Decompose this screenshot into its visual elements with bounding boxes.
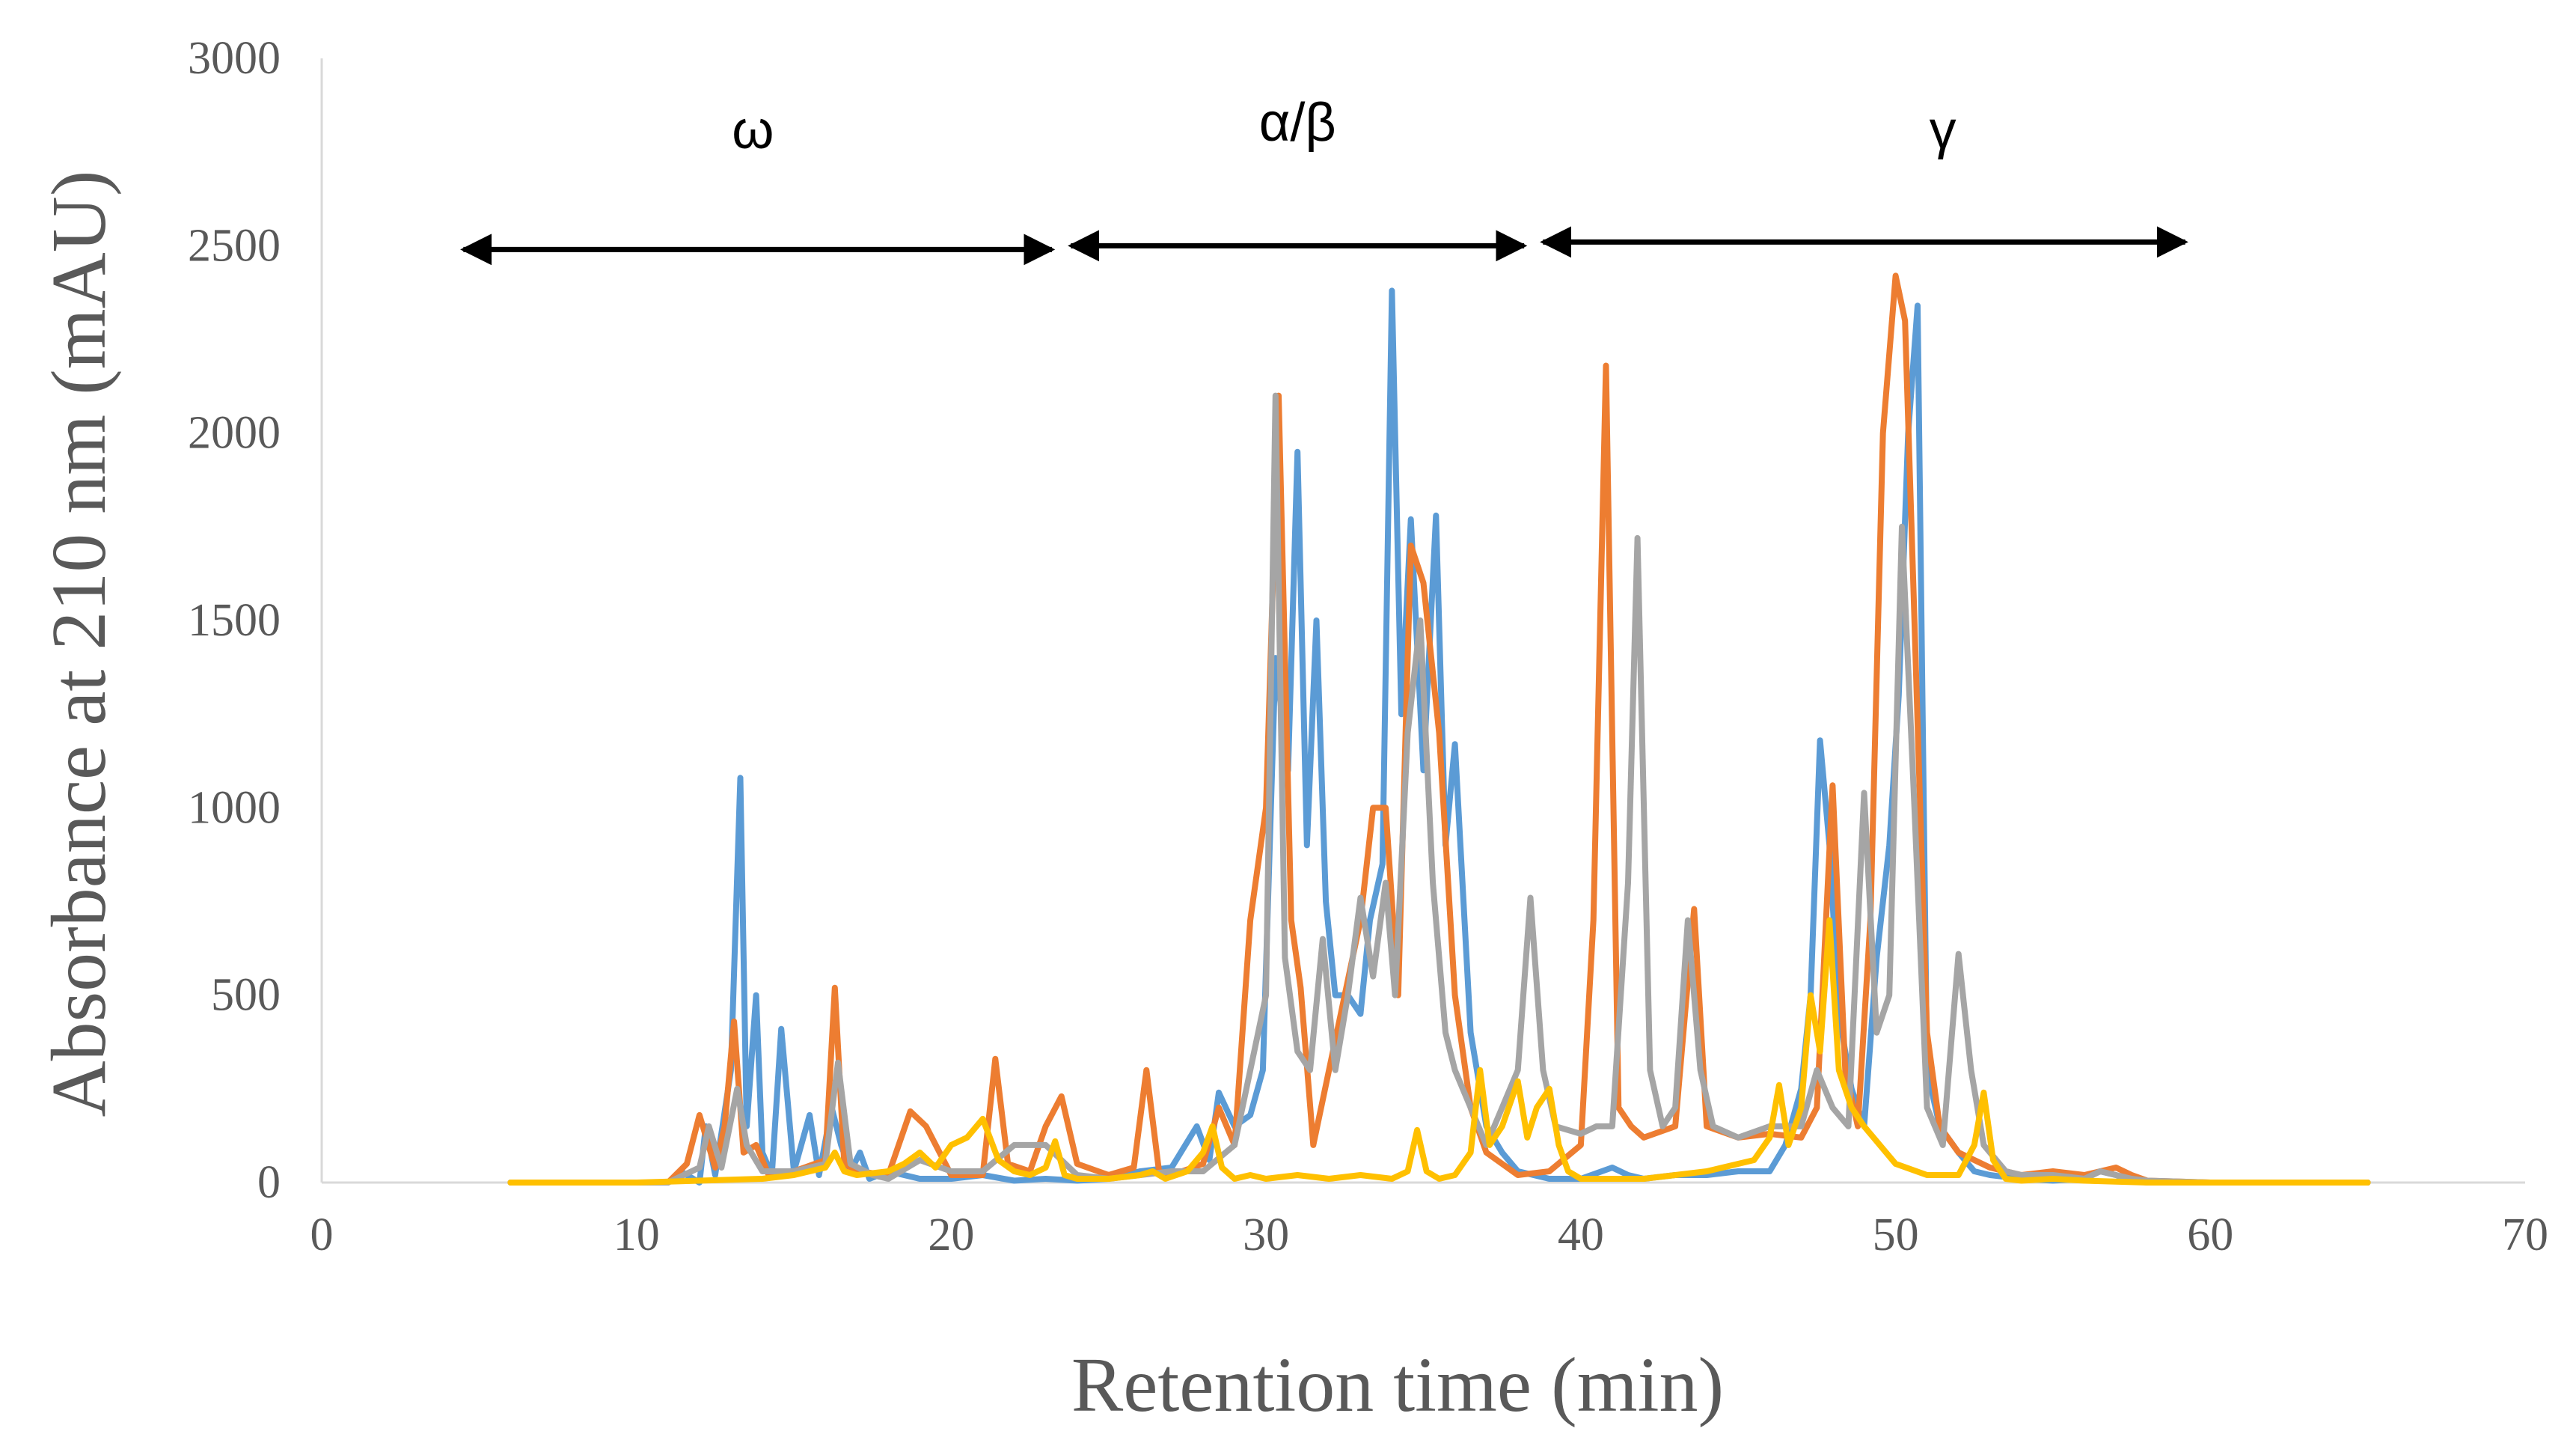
x-axis-title: Retention time (min) (1071, 1342, 1724, 1428)
x-tick-label: 40 (1558, 1209, 1604, 1260)
x-tick-label: 50 (1873, 1209, 1919, 1260)
axes-layer: 0 500 1000 1500 2000 2500 3000 0 10 20 30 40 50 60 70 (188, 33, 2548, 1260)
y-tick-label: 2500 (188, 220, 281, 271)
x-tick-label: 20 (928, 1209, 974, 1260)
region-label: ω (732, 100, 774, 160)
annotation-layer: ω α/β γ (460, 93, 2188, 266)
y-tick-label: 1500 (188, 595, 281, 646)
series-layer (507, 272, 2371, 1186)
x-tick-label: 10 (614, 1209, 660, 1260)
series-line-gray (507, 392, 2371, 1186)
x-tick-label: 60 (2187, 1209, 2233, 1260)
y-tick-label: 3000 (188, 33, 281, 84)
series-line-yellow (507, 917, 2371, 1186)
x-tick-label: 70 (2502, 1209, 2548, 1260)
x-tick-label: 30 (1243, 1209, 1289, 1260)
y-tick-label: 0 (257, 1157, 281, 1208)
y-tick-label: 500 (211, 970, 281, 1021)
x-tick-label: 0 (310, 1209, 334, 1260)
series-line-orange (507, 272, 2371, 1186)
region-label: γ (1930, 100, 1957, 160)
y-tick-label: 1000 (188, 782, 281, 833)
y-tick-label: 2000 (188, 408, 281, 459)
region-label: α/β (1259, 93, 1336, 153)
y-axis-title: Absorbance at 210 nm (mAU) (36, 170, 122, 1117)
